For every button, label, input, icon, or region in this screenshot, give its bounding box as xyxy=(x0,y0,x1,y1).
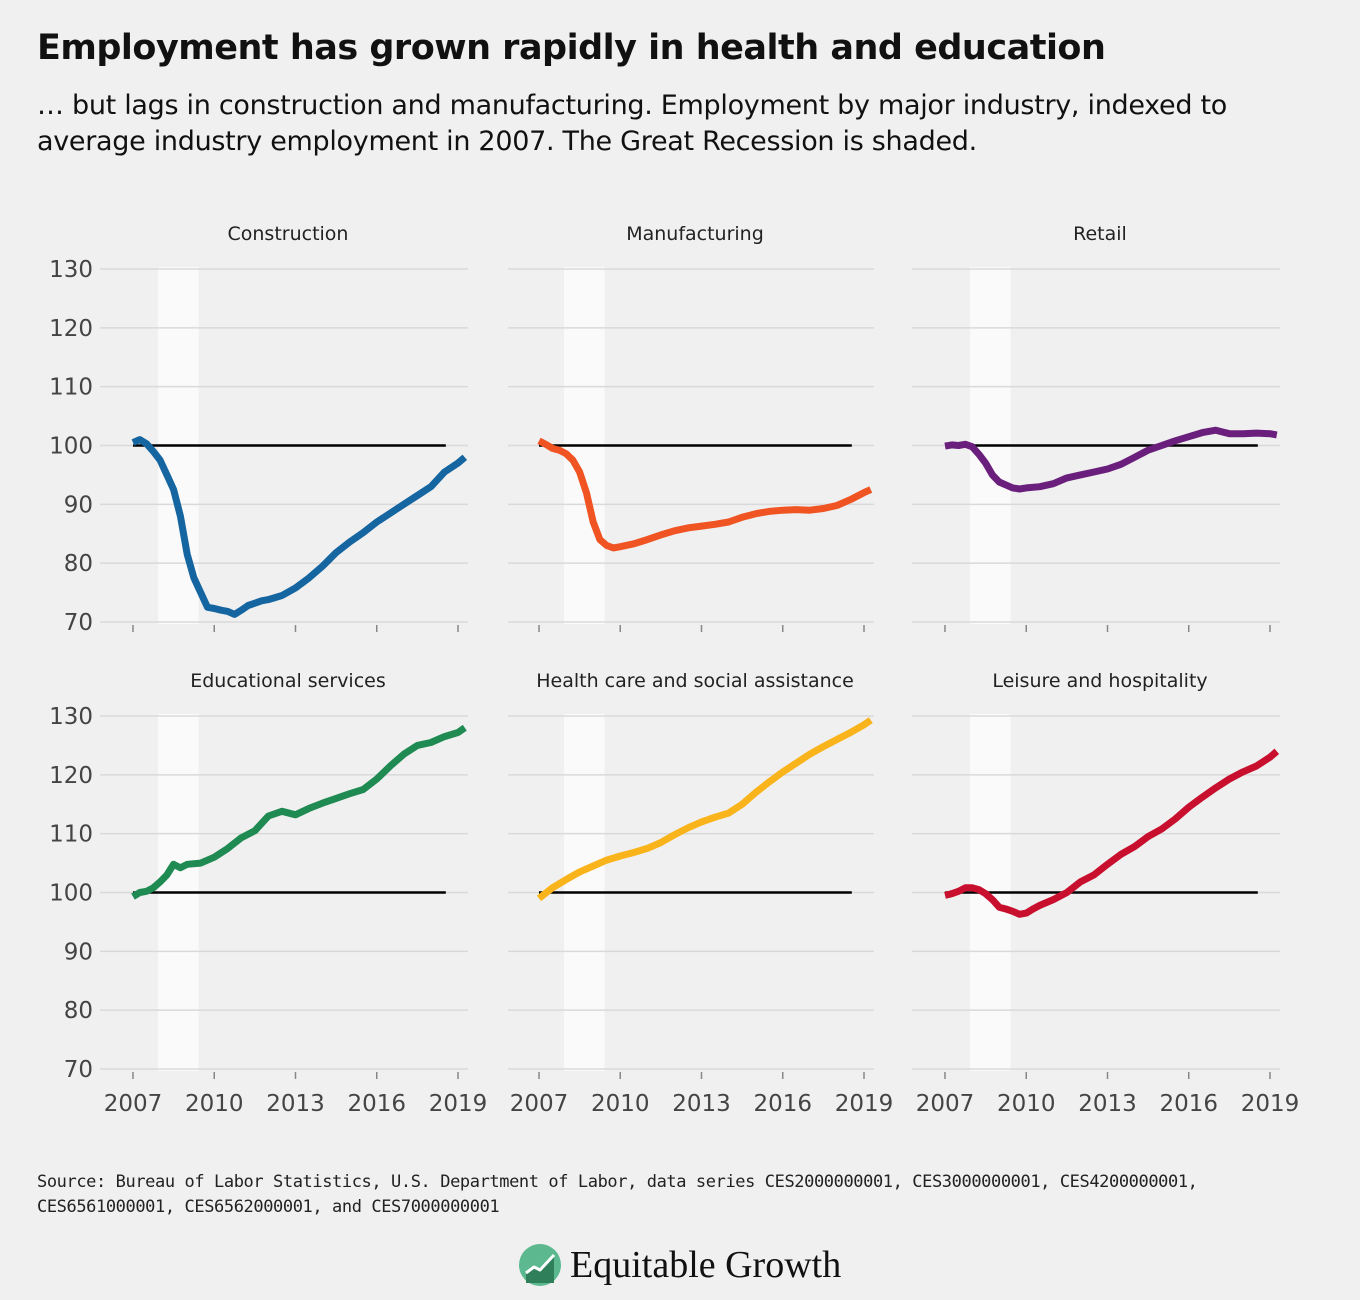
brand-name: Equitable Growth xyxy=(570,1244,842,1286)
y-tick-label: 90 xyxy=(64,939,93,965)
x-tick-label: 2013 xyxy=(266,1091,325,1117)
series-line-leisure-and-hospitality xyxy=(944,748,1280,918)
chart-title: Employment has grown rapidly in health a… xyxy=(37,28,1106,68)
y-tick-label: 120 xyxy=(49,316,93,342)
panel-title: Manufacturing xyxy=(626,223,764,245)
y-tick-label: 70 xyxy=(64,610,93,636)
y-tick-label: 70 xyxy=(64,1057,93,1083)
chart-subtitle: … but lags in construction and manufactu… xyxy=(37,90,1227,157)
panel-manufacturing: Manufacturing xyxy=(508,223,874,632)
x-tick-label: 2016 xyxy=(753,1091,812,1117)
series-line-retail xyxy=(944,426,1278,493)
y-tick-label: 110 xyxy=(49,375,93,401)
panel-title: Educational services xyxy=(190,670,386,692)
series-line-manufacturing xyxy=(537,437,873,552)
x-tick-label: 2010 xyxy=(997,1091,1056,1117)
x-tick-label: 2013 xyxy=(672,1091,731,1117)
y-tick-label: 130 xyxy=(49,257,93,283)
panel-title: Health care and social assistance xyxy=(536,670,854,692)
y-tick-label: 100 xyxy=(49,881,93,907)
x-tick-label: 2013 xyxy=(1078,1091,1137,1117)
growth-chart-logo-icon xyxy=(519,1244,561,1286)
x-tick-label: 2019 xyxy=(1241,1091,1300,1117)
y-tick-label: 80 xyxy=(64,551,93,577)
series-line-construction xyxy=(131,436,468,618)
brand-footer: Equitable Growth xyxy=(518,1240,841,1290)
source-note: Source: Bureau of Labor Statistics, U.S.… xyxy=(37,1172,1198,1217)
x-tick-label: 2007 xyxy=(510,1091,569,1117)
small-multiples-chart: Construction 70 80 90 100 110 120 130 Manufactur… xyxy=(49,223,1299,1117)
panel-leisure-and-hospitality: Leisure and hospitality 2007 2010 2013 2016 2… xyxy=(912,670,1299,1117)
x-tick-label: 2010 xyxy=(185,1091,244,1117)
y-tick-label: 130 xyxy=(49,704,93,730)
y-tick-label: 120 xyxy=(49,763,93,789)
x-tick-label: 2016 xyxy=(347,1091,406,1117)
panel-title: Construction xyxy=(228,223,349,245)
x-tick-label: 2010 xyxy=(591,1091,650,1117)
panel-health-care-and-social-assistance: Health care and social assistance 2007 201… xyxy=(508,670,893,1117)
x-tick-label: 2007 xyxy=(916,1091,975,1117)
x-tick-label: 2019 xyxy=(835,1091,894,1117)
x-tick-label: 2007 xyxy=(104,1091,163,1117)
x-tick-label: 2016 xyxy=(1159,1091,1218,1117)
panel-educational-services: Educational services 70 80 90 100 110 120 130 20… xyxy=(49,670,487,1117)
panel-retail: Retail xyxy=(912,223,1280,632)
x-tick-label: 2019 xyxy=(429,1091,488,1117)
panel-title: Retail xyxy=(1073,223,1127,245)
y-tick-label: 90 xyxy=(64,492,93,518)
series-line-health-care-and-social-assistance xyxy=(536,717,873,902)
y-tick-label: 110 xyxy=(49,822,93,848)
panel-title: Leisure and hospitality xyxy=(992,670,1207,692)
series-line-educational-services xyxy=(131,724,467,900)
y-tick-label: 100 xyxy=(49,434,93,460)
y-tick-label: 80 xyxy=(64,998,93,1024)
panel-construction: Construction 70 80 90 100 110 120 130 xyxy=(49,223,468,636)
